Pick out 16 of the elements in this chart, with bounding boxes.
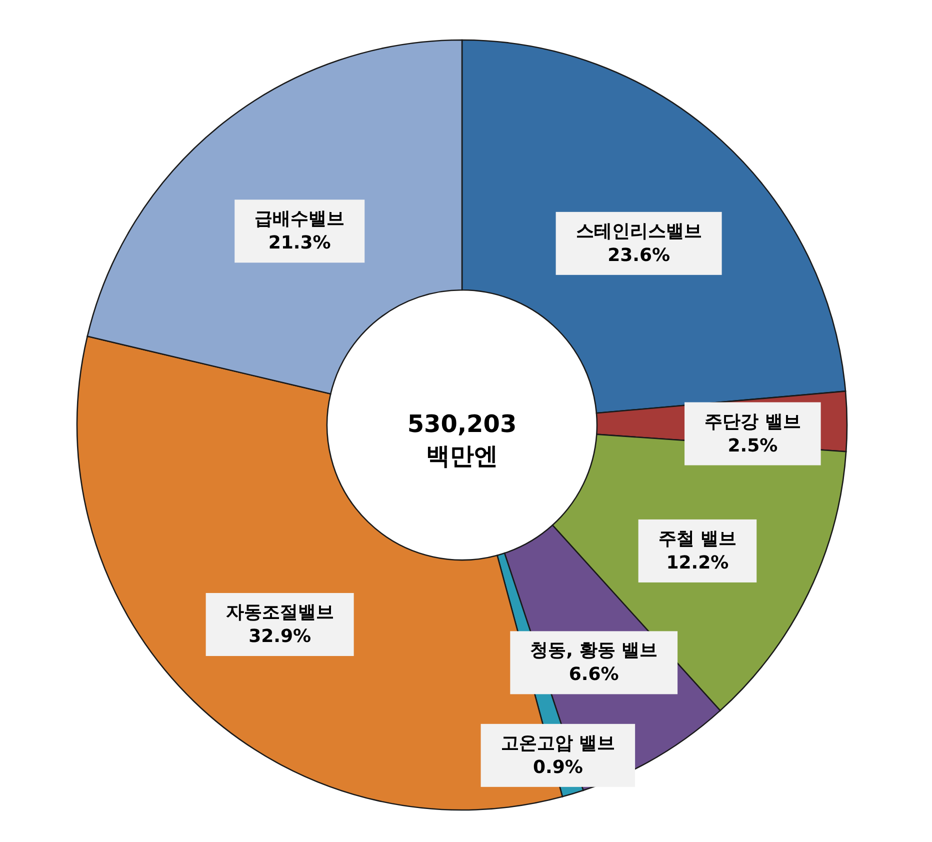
data-label: 0.9% (532, 756, 583, 778)
text: 530,203 (407, 410, 517, 438)
slice-label: 고온고압 밸브 (500, 732, 616, 754)
data-label: 6.6% (568, 664, 619, 686)
data-label: 23.6% (608, 244, 670, 266)
slice-label: 스테인리스밸브 (576, 220, 702, 242)
data-label: 32.9% (248, 626, 312, 648)
slice-label: 청동, 황동 밸브 (530, 640, 658, 662)
slice-label: 주철 밸브 (658, 528, 737, 550)
slice-label: 자동조절밸브 (226, 602, 334, 624)
data-label: 21.3% (268, 232, 331, 254)
text: 백만엔 (426, 442, 498, 470)
data-label: 2.5% (728, 435, 778, 456)
slice-label: 주단강 밸브 (704, 411, 801, 432)
slice-label: 급배수밸브 (254, 208, 345, 230)
data-label: 12.2% (666, 552, 729, 574)
